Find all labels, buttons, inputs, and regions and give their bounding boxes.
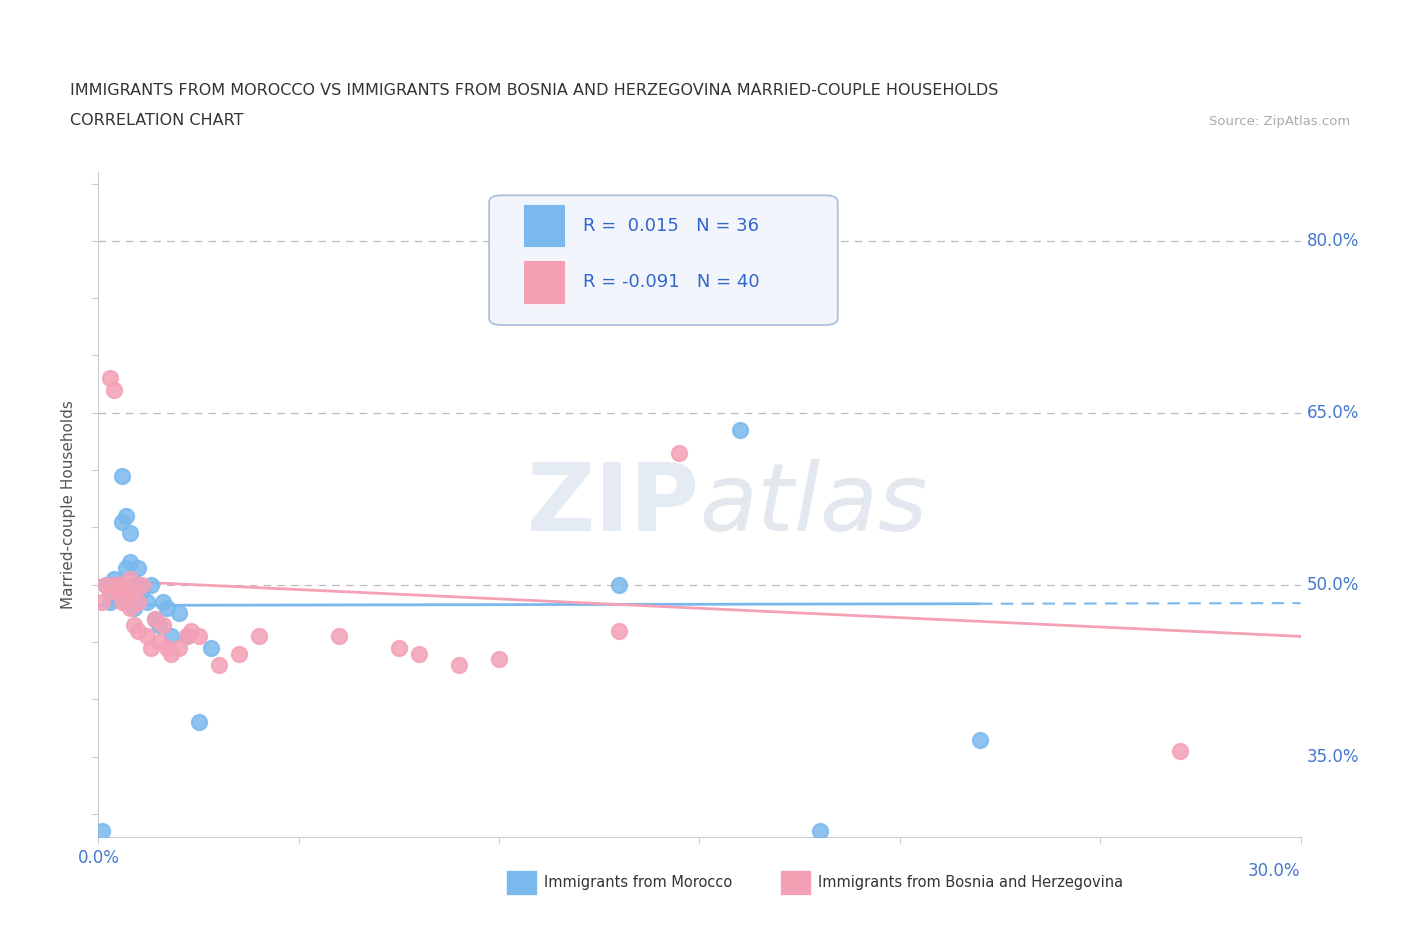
Point xyxy=(120,600,142,615)
Point xyxy=(148,618,170,632)
Text: Source: ZipAtlas.com: Source: ZipAtlas.com xyxy=(1209,115,1350,128)
Point xyxy=(148,634,170,649)
Point xyxy=(228,646,250,661)
Point xyxy=(187,629,209,644)
Point xyxy=(187,715,209,730)
Point xyxy=(180,623,202,638)
Point xyxy=(107,583,129,598)
Point xyxy=(100,371,122,386)
Point xyxy=(167,606,190,621)
Point xyxy=(111,594,134,609)
Text: 35.0%: 35.0% xyxy=(1306,748,1360,765)
Point xyxy=(388,641,411,656)
Point xyxy=(103,578,125,592)
Point xyxy=(447,658,470,672)
Point xyxy=(167,641,190,656)
Point xyxy=(111,578,134,592)
Point xyxy=(103,572,125,587)
Text: 50.0%: 50.0% xyxy=(1306,576,1360,593)
Text: atlas: atlas xyxy=(699,459,928,550)
Point xyxy=(115,509,138,524)
Text: 30.0%: 30.0% xyxy=(1249,862,1301,880)
Text: R =  0.015   N = 36: R = 0.015 N = 36 xyxy=(583,217,759,234)
Point xyxy=(91,824,114,839)
Point xyxy=(159,646,181,661)
Point xyxy=(808,824,831,839)
Point xyxy=(139,578,162,592)
Point xyxy=(120,525,142,540)
Point xyxy=(124,618,146,632)
Text: Immigrants from Bosnia and Herzegovina: Immigrants from Bosnia and Herzegovina xyxy=(818,875,1123,890)
Point xyxy=(668,445,690,460)
Point xyxy=(120,572,142,587)
Point xyxy=(120,554,142,569)
Point xyxy=(152,594,174,609)
Point xyxy=(200,641,222,656)
Point xyxy=(135,594,157,609)
Point xyxy=(328,629,350,644)
Point xyxy=(128,623,150,638)
Text: ZIP: ZIP xyxy=(527,458,699,551)
Point xyxy=(107,578,129,592)
Point xyxy=(155,600,177,615)
Point xyxy=(124,583,146,598)
Point xyxy=(96,578,118,592)
Text: Immigrants from Morocco: Immigrants from Morocco xyxy=(544,875,733,890)
Point xyxy=(124,600,146,615)
Point xyxy=(111,514,134,529)
Point xyxy=(159,629,181,644)
Point xyxy=(128,560,150,575)
Text: R = -0.091   N = 40: R = -0.091 N = 40 xyxy=(583,273,759,291)
Point xyxy=(969,732,991,747)
Point xyxy=(609,623,631,638)
Point xyxy=(247,629,270,644)
Text: IMMIGRANTS FROM MOROCCO VS IMMIGRANTS FROM BOSNIA AND HERZEGOVINA MARRIED-COUPLE: IMMIGRANTS FROM MOROCCO VS IMMIGRANTS FR… xyxy=(70,83,998,98)
Point xyxy=(103,382,125,397)
Text: 65.0%: 65.0% xyxy=(1306,404,1360,422)
Point xyxy=(96,578,118,592)
Point xyxy=(111,469,134,484)
Text: CORRELATION CHART: CORRELATION CHART xyxy=(70,113,243,128)
Point xyxy=(115,589,138,604)
Point xyxy=(155,641,177,656)
Point xyxy=(131,578,153,592)
Text: 80.0%: 80.0% xyxy=(1306,232,1360,250)
Point xyxy=(1170,744,1192,759)
Point xyxy=(128,578,150,592)
Point xyxy=(143,612,166,627)
Point xyxy=(208,658,231,672)
Point xyxy=(100,583,122,598)
Point xyxy=(100,583,122,598)
Point xyxy=(139,641,162,656)
Point xyxy=(107,578,129,592)
Point xyxy=(408,646,430,661)
Point xyxy=(107,589,129,604)
Point xyxy=(103,578,125,592)
Point xyxy=(131,583,153,598)
Point xyxy=(100,594,122,609)
Point xyxy=(124,578,146,592)
Point xyxy=(728,422,751,437)
FancyBboxPatch shape xyxy=(523,204,565,247)
Point xyxy=(103,589,125,604)
Point xyxy=(152,618,174,632)
Point xyxy=(91,594,114,609)
Point xyxy=(135,629,157,644)
Point xyxy=(143,612,166,627)
Point xyxy=(176,629,198,644)
FancyBboxPatch shape xyxy=(523,260,565,304)
Point xyxy=(128,594,150,609)
Point xyxy=(176,629,198,644)
Point xyxy=(115,560,138,575)
Y-axis label: Married-couple Households: Married-couple Households xyxy=(60,400,76,609)
Point xyxy=(488,652,510,667)
FancyBboxPatch shape xyxy=(489,195,838,325)
Point xyxy=(609,578,631,592)
